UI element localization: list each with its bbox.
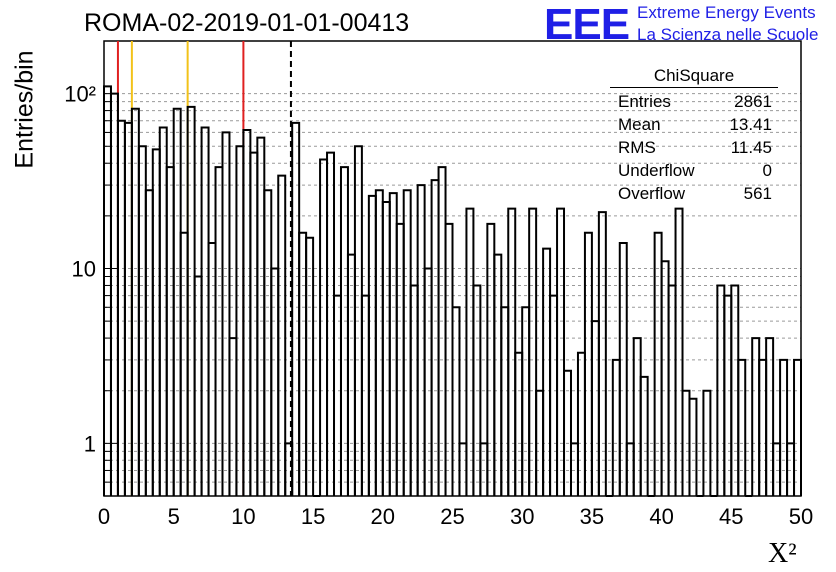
- chart-title: ROMA-02-2019-01-01-00413: [84, 9, 410, 37]
- histogram-bin: [402, 189, 412, 496]
- histogram-bin: [200, 126, 210, 496]
- histogram-bin: [116, 119, 126, 496]
- histogram-bin: [674, 207, 684, 496]
- histogram-bin: [500, 306, 510, 496]
- histogram-bin: [277, 174, 287, 496]
- histogram-bin: [514, 351, 524, 496]
- histogram-bin: [333, 294, 342, 496]
- histogram-bin: [374, 189, 384, 496]
- histogram-bin: [291, 121, 301, 496]
- histogram-bin: [144, 189, 154, 496]
- x-tick-label: 5: [168, 504, 180, 529]
- histogram-bin: [151, 148, 161, 496]
- histogram-bin: [346, 253, 356, 496]
- histogram-bin: [109, 92, 119, 496]
- histogram-bin: [556, 207, 566, 496]
- x-tick-label: 35: [580, 504, 604, 529]
- x-tick-label: 0: [98, 504, 110, 529]
- histogram-bin: [249, 151, 259, 496]
- histogram-bin: [388, 192, 398, 496]
- x-tick-label: 30: [510, 504, 534, 529]
- histogram-bin: [228, 337, 238, 496]
- histogram-bin: [765, 337, 775, 496]
- histogram-bin: [360, 294, 370, 496]
- x-tick-label: 10: [231, 504, 255, 529]
- histogram-bin: [563, 369, 572, 496]
- histogram-bin: [423, 267, 433, 496]
- x-tick-label: 45: [719, 504, 743, 529]
- histogram-bin: [751, 337, 761, 496]
- histogram-bin: [214, 166, 224, 496]
- histogram-bin: [165, 166, 175, 496]
- stats-row-rms: RMS 11.45: [618, 138, 772, 157]
- histogram-bin: [653, 231, 663, 496]
- stats-row-mean: Mean 13.41: [618, 115, 772, 134]
- histogram-bin: [186, 105, 196, 496]
- histogram-bin: [611, 358, 621, 496]
- histogram-bin: [298, 231, 308, 496]
- x-tick-label: 40: [649, 504, 673, 529]
- histogram-bin: [576, 351, 586, 496]
- stats-row-overflow: Overflow 561: [618, 184, 772, 203]
- histogram-bin: [639, 375, 649, 496]
- histogram-bin: [179, 231, 189, 496]
- histogram-bin: [465, 207, 475, 496]
- histogram-bin: [583, 231, 593, 496]
- histogram-bin: [123, 121, 133, 496]
- histogram-bin: [779, 358, 789, 496]
- histogram-bin: [590, 320, 600, 496]
- histogram-bin: [305, 236, 315, 496]
- histogram-bin: [158, 126, 168, 496]
- stats-box: ChiSquare Entries 2861 Mean 13.41 RMS 11.45…: [610, 66, 778, 207]
- histogram-bin: [493, 253, 503, 496]
- histogram-bin: [416, 184, 426, 496]
- histogram-bin: [723, 294, 733, 496]
- histogram-bin: [597, 211, 607, 496]
- histogram-bin: [521, 306, 531, 496]
- eee-logo: EEE: [544, 0, 630, 49]
- histogram-bin: [472, 284, 482, 496]
- x-axis-label: X²: [768, 538, 797, 569]
- logo-line-2: La Scienza nelle Scuole: [637, 25, 819, 44]
- histogram-bin: [702, 389, 712, 496]
- histogram-bin: [381, 201, 391, 496]
- histogram-bin: [793, 358, 802, 496]
- histogram-bin: [221, 131, 231, 496]
- x-tick-label: 20: [371, 504, 395, 529]
- histogram-bin: [326, 151, 336, 496]
- y-tick-label: 10: [72, 257, 96, 282]
- histogram-bin: [549, 294, 559, 496]
- histogram-bin: [207, 241, 217, 496]
- histogram-bin: [528, 207, 538, 496]
- x-tick-label: 15: [301, 504, 325, 529]
- histogram-bin: [758, 358, 768, 496]
- histogram-bin: [507, 207, 517, 496]
- histogram-bin: [263, 189, 273, 496]
- histogram-bin: [339, 166, 349, 496]
- histogram-bin: [632, 337, 642, 496]
- y-axis-label: Entries/bin: [10, 50, 39, 169]
- stats-row-entries: Entries 2861: [618, 92, 772, 111]
- histogram-bin: [319, 158, 329, 496]
- histogram-bin: [737, 358, 747, 496]
- histogram-bin: [437, 166, 447, 496]
- histogram-bin: [688, 397, 698, 496]
- histogram-bin: [256, 136, 266, 496]
- y-tick-label: 1: [84, 431, 96, 456]
- histogram-bin: [172, 107, 182, 496]
- histogram-bin: [193, 275, 203, 496]
- histogram-bin: [103, 85, 112, 496]
- stats-row-underflow: Underflow 0: [618, 161, 772, 180]
- histogram-bin: [270, 267, 280, 496]
- stats-title: ChiSquare: [610, 66, 778, 88]
- histogram-bin: [618, 241, 628, 496]
- x-tick-label: 50: [789, 504, 813, 529]
- x-tick-label: 25: [440, 504, 464, 529]
- y-tick-label: 10²: [64, 82, 96, 107]
- histogram-bin: [130, 107, 140, 496]
- logo-line-1: Extreme Energy Events: [637, 3, 816, 22]
- histogram-bin: [451, 306, 461, 496]
